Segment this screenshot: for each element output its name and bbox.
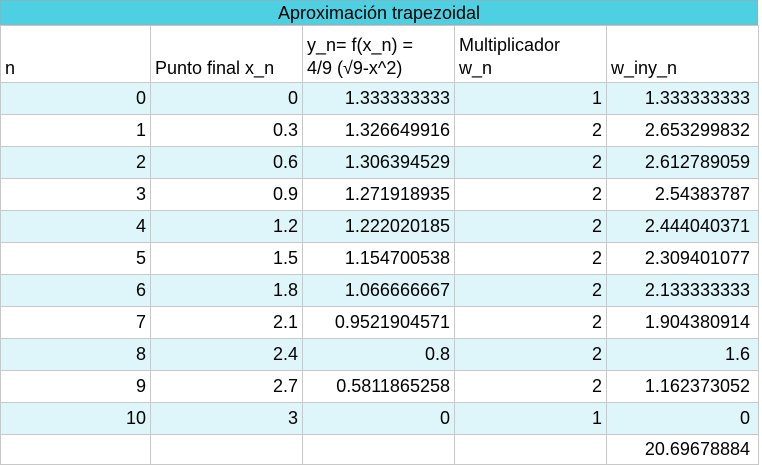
cell-w[interactable]: 1 — [454, 82, 607, 115]
table-row: 1 0.3 1.326649916 2 2.653299832 — [0, 114, 759, 147]
header-w[interactable]: Multiplicador w_n — [454, 25, 607, 83]
cell-w[interactable]: 2 — [454, 370, 607, 403]
cell-n[interactable]: 2 — [0, 146, 151, 179]
cell-w[interactable]: 2 — [454, 146, 607, 179]
cell-y[interactable]: 1.326649916 — [302, 114, 455, 147]
table-row: 3 0.9 1.271918935 2 2.54383787 — [0, 178, 759, 211]
table-row: 8 2.4 0.8 2 1.6 — [0, 338, 759, 371]
header-y-line2: 4/9 (√9-x^2) — [307, 58, 403, 78]
cell-y[interactable]: 1.222020185 — [302, 210, 455, 243]
cell-n[interactable]: 4 — [0, 210, 151, 243]
cell-w[interactable]: 2 — [454, 114, 607, 147]
cell-x[interactable]: 0.6 — [150, 146, 303, 179]
cell-x[interactable]: 0.3 — [150, 114, 303, 147]
cell-n[interactable]: 5 — [0, 242, 151, 275]
cell-wy[interactable]: 0 — [606, 402, 759, 435]
cell-y[interactable]: 0.8 — [302, 338, 455, 371]
cell-n[interactable]: 1 — [0, 114, 151, 147]
cell-wy[interactable]: 1.6 — [606, 338, 759, 371]
cell-n[interactable]: 0 — [0, 82, 151, 115]
cell-w[interactable]: 2 — [454, 242, 607, 275]
header-x[interactable]: Punto final x_n — [150, 25, 303, 83]
cell-x[interactable]: 1.2 — [150, 210, 303, 243]
header-n[interactable]: n — [0, 25, 151, 83]
cell-n[interactable]: 6 — [0, 274, 151, 307]
table-row: 6 1.8 1.066666667 2 2.133333333 — [0, 274, 759, 307]
header-w-line2: w_n — [459, 58, 493, 78]
cell-y[interactable]: 1.271918935 — [302, 178, 455, 211]
cell-y[interactable]: 1.066666667 — [302, 274, 455, 307]
cell-wy[interactable]: 2.653299832 — [606, 114, 759, 147]
table-row: 0 0 1.333333333 1 1.333333333 — [0, 82, 759, 115]
cell-x[interactable]: 0.9 — [150, 178, 303, 211]
table-row: 4 1.2 1.222020185 2 2.444040371 — [0, 210, 759, 243]
empty-cell[interactable] — [302, 434, 455, 465]
table-row: 2 0.6 1.306394529 2 2.612789059 — [0, 146, 759, 179]
table-row: 5 1.5 1.154700538 2 2.309401077 — [0, 242, 759, 275]
cell-w[interactable]: 2 — [454, 306, 607, 339]
cell-x[interactable]: 2.1 — [150, 306, 303, 339]
header-w-line1: Multiplicador — [459, 35, 561, 55]
cell-n[interactable]: 8 — [0, 338, 151, 371]
total-row: 20.69678884 — [0, 434, 759, 465]
cell-wy[interactable]: 2.54383787 — [606, 178, 759, 211]
table-row: 9 2.7 0.5811865258 2 1.162373052 — [0, 370, 759, 403]
cell-x[interactable]: 1.5 — [150, 242, 303, 275]
cell-x[interactable]: 2.4 — [150, 338, 303, 371]
cell-n[interactable]: 7 — [0, 306, 151, 339]
cell-y[interactable]: 1.306394529 — [302, 146, 455, 179]
cell-y[interactable]: 0.9521904571 — [302, 306, 455, 339]
cell-wy[interactable]: 1.162373052 — [606, 370, 759, 403]
header-wy[interactable]: w_iny_n — [606, 25, 759, 83]
header-y[interactable]: y_n= f(x_n) = 4/9 (√9-x^2) — [302, 25, 455, 83]
cell-w[interactable]: 2 — [454, 338, 607, 371]
total-value[interactable]: 20.69678884 — [606, 434, 759, 465]
cell-n[interactable]: 9 — [0, 370, 151, 403]
cell-n[interactable]: 3 — [0, 178, 151, 211]
cell-y[interactable]: 0.5811865258 — [302, 370, 455, 403]
cell-w[interactable]: 2 — [454, 178, 607, 211]
cell-wy[interactable]: 1.333333333 — [606, 82, 759, 115]
empty-cell[interactable] — [454, 434, 607, 465]
trapezoid-table: n Punto final x_n y_n= f(x_n) = 4/9 (√9-x… — [0, 25, 759, 465]
cell-w[interactable]: 2 — [454, 210, 607, 243]
cell-wy[interactable]: 2.612789059 — [606, 146, 759, 179]
cell-w[interactable]: 1 — [454, 402, 607, 435]
cell-x[interactable]: 2.7 — [150, 370, 303, 403]
header-row: n Punto final x_n y_n= f(x_n) = 4/9 (√9-x… — [0, 25, 759, 83]
cell-n[interactable]: 10 — [0, 402, 151, 435]
cell-x[interactable]: 3 — [150, 402, 303, 435]
cell-y[interactable]: 1.333333333 — [302, 82, 455, 115]
cell-x[interactable]: 0 — [150, 82, 303, 115]
empty-cell[interactable] — [150, 434, 303, 465]
cell-wy[interactable]: 1.904380914 — [606, 306, 759, 339]
cell-wy[interactable]: 2.309401077 — [606, 242, 759, 275]
table-row: 7 2.1 0.9521904571 2 1.904380914 — [0, 306, 759, 339]
cell-w[interactable]: 2 — [454, 274, 607, 307]
cell-y[interactable]: 0 — [302, 402, 455, 435]
cell-wy[interactable]: 2.133333333 — [606, 274, 759, 307]
empty-cell[interactable] — [0, 434, 151, 465]
table-title[interactable]: Aproximación trapezoidal — [0, 0, 758, 25]
table-row: 10 3 0 1 0 — [0, 402, 759, 435]
cell-x[interactable]: 1.8 — [150, 274, 303, 307]
header-y-line1: y_n= f(x_n) = — [307, 35, 414, 55]
cell-y[interactable]: 1.154700538 — [302, 242, 455, 275]
cell-wy[interactable]: 2.444040371 — [606, 210, 759, 243]
